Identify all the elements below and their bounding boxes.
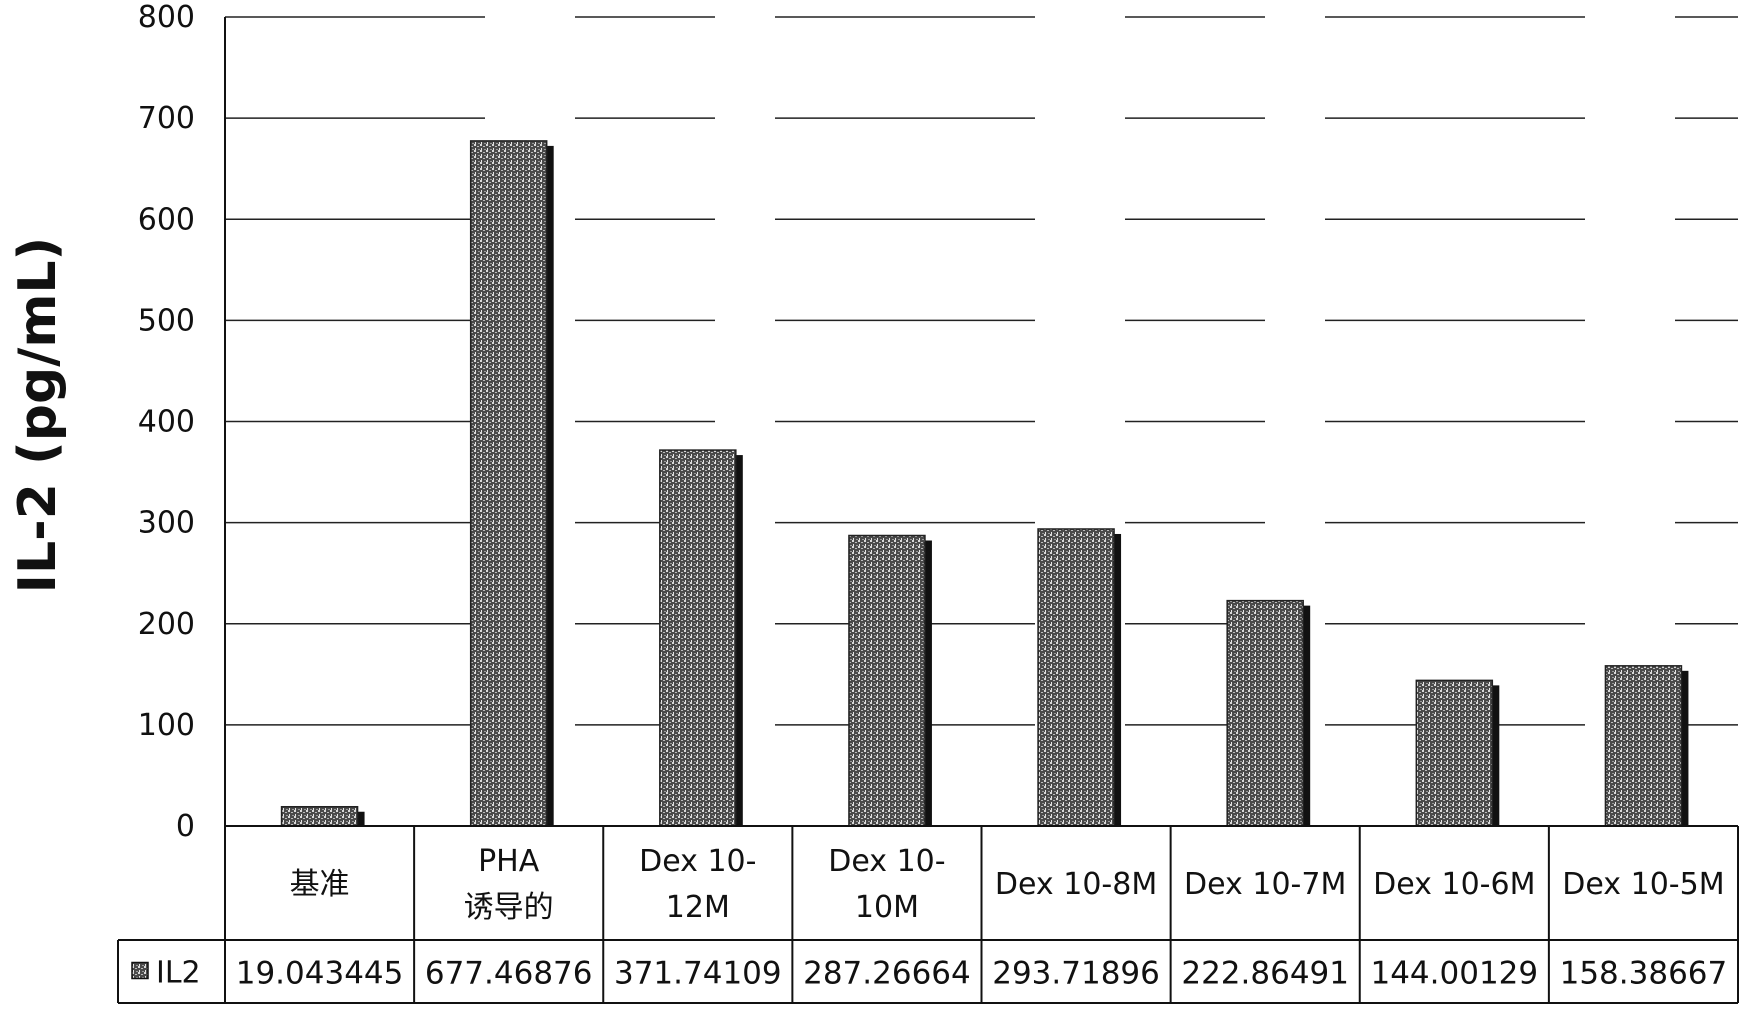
category-label: Dex 10-7M [1184,867,1346,902]
bar [1416,680,1492,826]
y-axis: 0 100 200 300 400 500 600 700 800 [138,0,225,844]
category-label: 基准 [290,867,350,902]
value-label: 158.38667 [1560,956,1728,992]
value-label: 222.86491 [1181,956,1349,992]
y-tick-label: 800 [138,0,195,35]
category-label: 诱导的 [464,890,554,925]
y-tick-label: 100 [138,708,195,743]
y-axis-label: IL-2 (pg/mL) [8,237,68,594]
y-tick-label: 600 [138,202,195,237]
value-label: 19.043445 [236,956,404,992]
y-tick-label: 400 [138,405,195,440]
category-label: PHA [478,844,540,879]
category-label: Dex 10-8M [995,867,1157,902]
bars [282,141,1689,826]
value-label: 144.00129 [1370,956,1538,992]
y-tick-label: 700 [138,101,195,136]
y-tick-label: 0 [176,809,195,844]
bar [1038,529,1114,826]
category-label: Dex 10- [639,844,756,879]
gridlines [225,17,1738,725]
category-label: Dex 10- [828,844,945,879]
legend-swatch [132,963,148,979]
bar [1605,666,1681,826]
legend-label: IL2 [156,956,201,991]
y-tick-label: 200 [138,607,195,642]
value-label: 293.71896 [992,956,1160,992]
data-table: 基准 PHA 诱导的 Dex 10- 12M Dex 10- 10M Dex 10-8M Dex… [118,826,1738,1003]
value-label: 371.74109 [614,956,782,992]
y-tick-label: 500 [138,303,195,338]
bar [849,536,925,826]
value-label: 677.46876 [425,956,593,992]
category-label: Dex 10-5M [1562,867,1724,902]
category-label: 10M [855,890,919,925]
y-tick-label: 300 [138,506,195,541]
category-label: 12M [666,890,730,925]
bar [282,807,358,826]
bar [471,141,547,826]
bar [1227,601,1303,826]
bar [660,450,736,826]
value-label: 287.26664 [803,956,971,992]
category-label: Dex 10-6M [1373,867,1535,902]
